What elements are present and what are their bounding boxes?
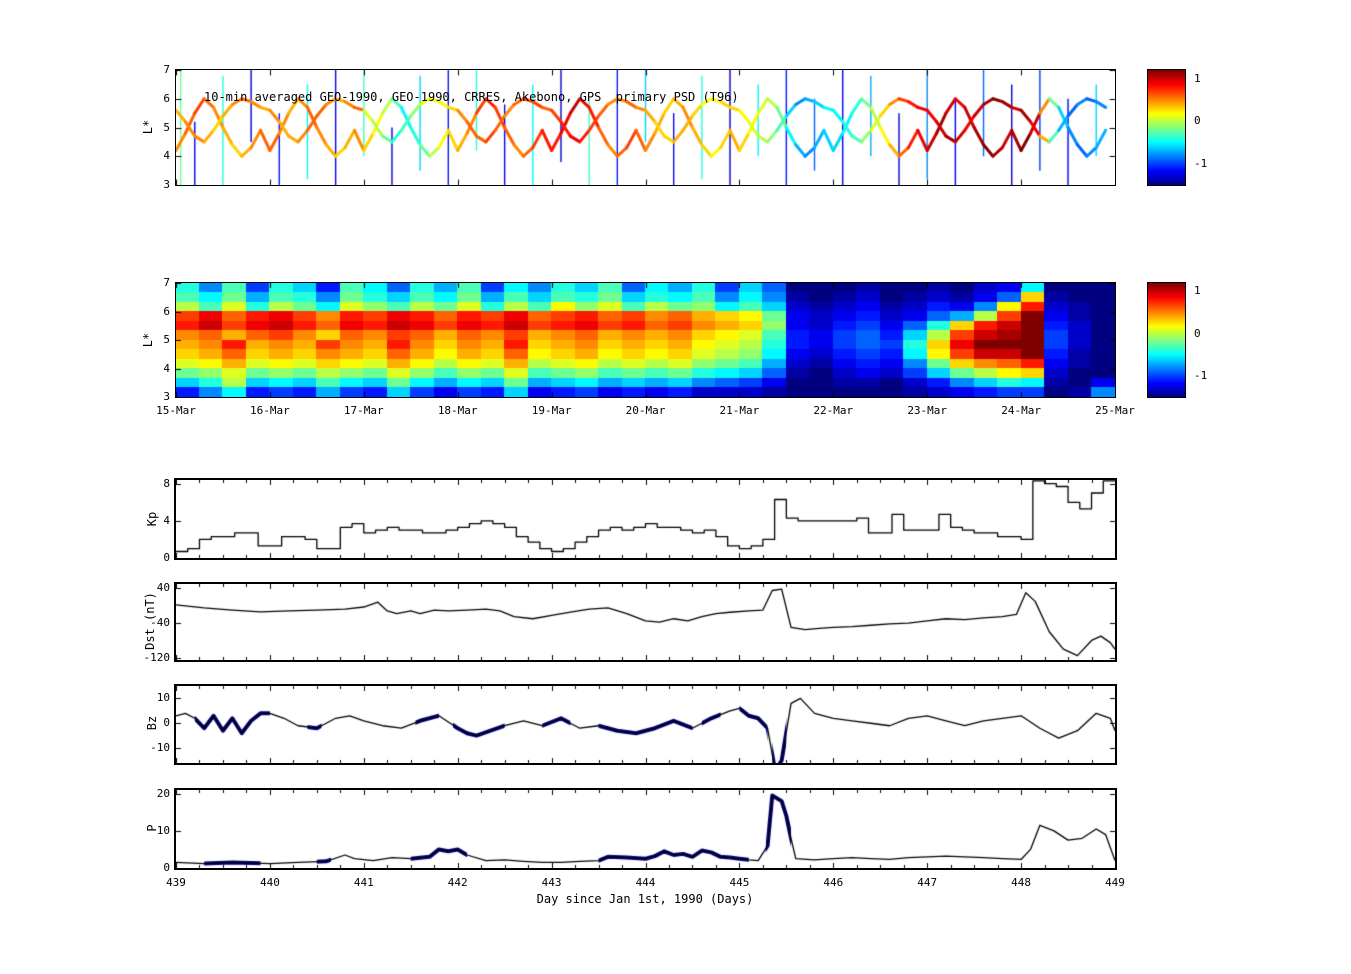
tick-label: 3: [163, 390, 170, 403]
tick-label: 23-Mar: [907, 404, 948, 417]
tick-label: 15-Mar: [156, 404, 196, 417]
tick-label: 448: [1011, 876, 1032, 889]
psd-scatter-panel: [175, 69, 1116, 186]
tick-label: 445: [729, 876, 750, 889]
tick-label: -10: [150, 741, 170, 755]
tick-label: 40: [156, 581, 170, 595]
kp-canvas: [176, 480, 1115, 558]
kp-panel: [174, 478, 1117, 560]
tick-label: -40: [150, 616, 170, 630]
tick-label: 24-Mar: [1001, 404, 1041, 417]
heatmap-colorbar-canvas: [1148, 283, 1185, 397]
tick-label: 0: [163, 716, 170, 730]
tick-label: 441: [353, 876, 374, 889]
tick-label: 3: [163, 178, 170, 191]
tick-label: 442: [447, 876, 468, 889]
tick-label: 17-Mar: [343, 404, 384, 417]
tick-label: 1: [1194, 71, 1201, 85]
tick-label: 4: [163, 361, 170, 375]
p-panel: [174, 788, 1117, 870]
tick-label: 0: [1194, 114, 1201, 128]
tick-label: 16-Mar: [250, 404, 290, 417]
heatmap-colorbar: [1147, 282, 1186, 398]
tick-label: -120: [143, 650, 171, 664]
tick-label: 7: [163, 276, 170, 289]
dst-canvas: [176, 584, 1115, 660]
psd-heatmap-panel: [175, 282, 1116, 398]
tick-label: 444: [635, 876, 656, 889]
tick-label: 0: [163, 861, 170, 874]
scatter-colorbar-canvas: [1148, 70, 1185, 185]
bz-panel: [174, 684, 1117, 765]
tick-label: 25-Mar: [1095, 404, 1135, 417]
tick-label: -1: [1194, 368, 1208, 382]
tick-label: 446: [823, 876, 844, 889]
psd-scatter-canvas: [176, 70, 1115, 185]
tick-label: 449: [1105, 876, 1125, 889]
tick-label: 4: [163, 149, 170, 163]
psd-heatmap-canvas: [176, 283, 1115, 397]
tick-label: 19-Mar: [531, 404, 572, 417]
tick-label: 10: [156, 823, 170, 837]
tick-label: 443: [541, 876, 562, 889]
tick-label: 8: [163, 476, 170, 490]
tick-label: 0: [1194, 326, 1201, 340]
psd-scatter-title: 10-min averaged GEO-1990, GEO-1990, CRRE…: [204, 90, 739, 104]
tick-label: 6: [163, 304, 170, 318]
tick-label: 20: [156, 786, 170, 800]
tick-label: 439: [166, 876, 186, 889]
tick-label: 6: [163, 91, 170, 105]
tick-label: 10: [156, 691, 170, 705]
tick-label: 4: [163, 513, 170, 527]
tick-label: 20-Mar: [625, 404, 666, 417]
dst-panel: [174, 582, 1117, 662]
tick-label: -1: [1194, 156, 1208, 170]
tick-label: 18-Mar: [437, 404, 478, 417]
tick-label: 5: [163, 120, 170, 134]
x-axis-label: Day since Jan 1st, 1990 (Days): [536, 892, 754, 906]
p-canvas: [176, 790, 1115, 868]
tick-label: 1: [1194, 284, 1201, 298]
tick-label: 5: [163, 333, 170, 346]
tick-label: 440: [259, 876, 280, 889]
tick-label: 7: [163, 63, 170, 76]
tick-label: 447: [917, 876, 938, 889]
tick-label: 22-Mar: [813, 404, 854, 417]
tick-label: 21-Mar: [719, 404, 760, 417]
bz-canvas: [176, 686, 1115, 763]
tick-label: 0: [163, 551, 170, 564]
scatter-colorbar: [1147, 69, 1186, 186]
